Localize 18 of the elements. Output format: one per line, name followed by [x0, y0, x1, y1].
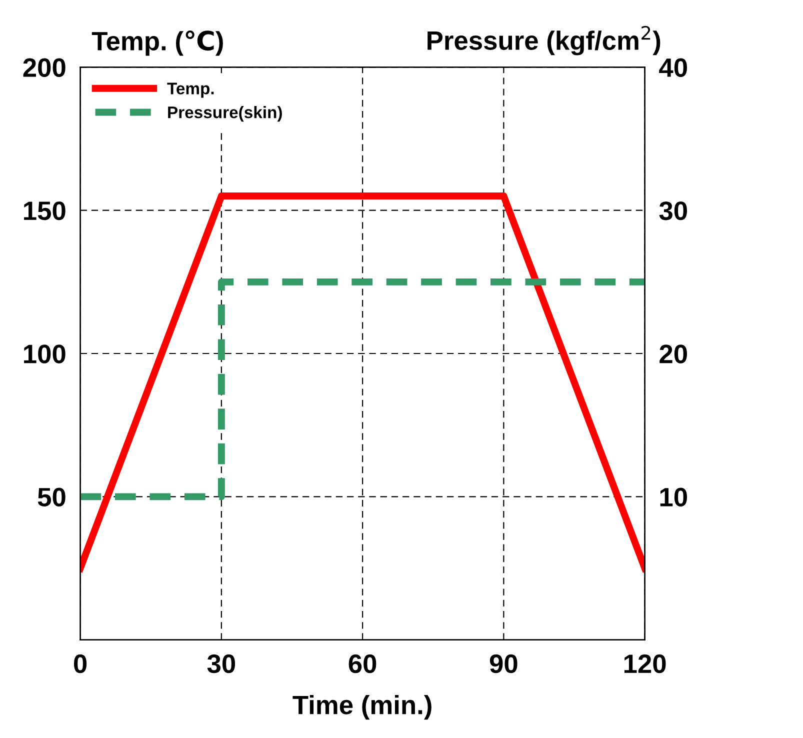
y-tick-label: 150 — [24, 201, 66, 220]
legend-label: Pressure(skin) — [168, 106, 282, 122]
y-axis-title: Temp. (℃) — [92, 30, 223, 56]
x-tick-label: 0 — [74, 654, 87, 674]
y2-axis-title: Pressure (kgf/cm$^{2}$) — [428, 26, 660, 56]
y-tick-label: 50 — [38, 488, 66, 506]
y-tick-label: 100 — [24, 344, 66, 364]
x-tick-label: 90 — [490, 654, 518, 674]
x-tick-label: 120 — [624, 654, 666, 674]
x-axis-title: Time (min.) — [292, 695, 432, 720]
y2-tick-label: 20 — [660, 344, 687, 364]
x-tick-label: 60 — [348, 654, 376, 674]
y2-tick-label: 30 — [659, 201, 687, 220]
x-tick-label: 30 — [207, 654, 236, 674]
legend-label: Temp. — [167, 82, 214, 98]
y-tick-label: 200 — [23, 58, 66, 77]
y2-tick-label: 10 — [660, 488, 687, 506]
y2-tick-label: 40 — [659, 58, 687, 77]
